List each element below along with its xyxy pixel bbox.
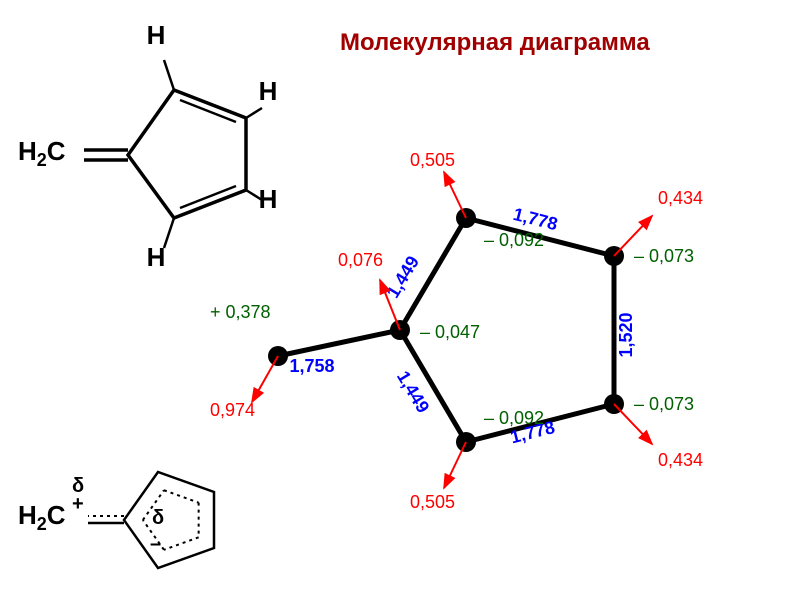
atom-h: H	[147, 20, 166, 50]
mol-bond	[278, 330, 400, 356]
atom-h: H	[259, 76, 278, 106]
diagram-title: Молекулярная диаграмма	[340, 29, 650, 56]
h-bond	[164, 60, 174, 90]
arrow-label: 0,434	[658, 450, 703, 470]
arrow-label: 0,974	[210, 400, 255, 420]
arrow	[444, 442, 466, 488]
h2c-label: H2C	[18, 136, 66, 170]
plus-sign: +	[72, 493, 84, 515]
diagram-canvas: Молекулярная диаграммаHHHHH2CH2Cδ+δ–1,75…	[0, 0, 800, 600]
charge-label: – 0,092	[484, 230, 544, 250]
h2c-label-b: H2C	[18, 500, 66, 534]
top-ring	[128, 90, 246, 218]
delta-minus: δ	[152, 507, 164, 529]
bond-label: 1,758	[289, 356, 334, 376]
h-bond	[246, 108, 262, 118]
dotted-ring	[164, 490, 199, 502]
arrow	[444, 172, 466, 218]
h-bond	[164, 218, 174, 248]
arrow-label: 0,505	[410, 492, 455, 512]
arrow	[252, 356, 278, 402]
charge-label: – 0,047	[420, 322, 480, 342]
bond-label: 1,520	[616, 312, 636, 357]
atom-h: H	[259, 184, 278, 214]
dotted-ring	[164, 537, 199, 549]
charge-label: – 0,073	[634, 246, 694, 266]
charge-label: – 0,073	[634, 394, 694, 414]
bottom-ring	[124, 472, 214, 568]
arrow-label: 0,505	[410, 150, 455, 170]
bond-label: 1,449	[383, 252, 423, 301]
arrow-label: 0,434	[658, 188, 703, 208]
charge-label: – 0,092	[484, 408, 544, 428]
minus-sign: –	[150, 533, 161, 555]
arrow-label: 0,076	[338, 250, 383, 270]
charge-label: + 0,378	[210, 302, 271, 322]
atom-h: H	[147, 242, 166, 272]
